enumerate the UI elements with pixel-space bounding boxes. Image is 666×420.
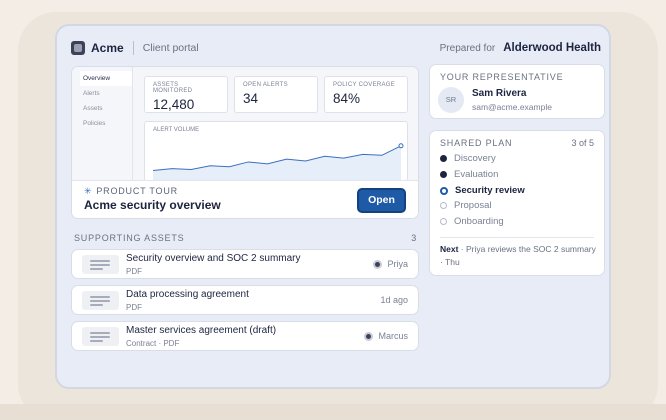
owner-avatar-icon <box>364 331 374 341</box>
supporting-assets-title: SUPPORTING ASSETS <box>74 233 185 243</box>
stage-complete-icon <box>440 155 447 162</box>
stage-complete-icon <box>440 171 447 178</box>
asset-updated: 1d ago <box>380 295 408 305</box>
plan-divider <box>440 237 594 238</box>
asset-title: Security overview and SOC 2 summary <box>126 253 301 264</box>
plan-stage-evaluation: Evaluation <box>440 169 498 180</box>
asset-type: PDF <box>126 267 142 276</box>
portal-subtitle: Client portal <box>142 42 199 54</box>
plan-stage-proposal: Proposal <box>440 200 492 211</box>
stat-policy-coverage: POLICY COVERAGE 84% <box>324 76 408 113</box>
preview-divider <box>132 67 133 180</box>
avatar: SR <box>438 87 464 113</box>
acme-logo-icon <box>71 41 85 55</box>
stage-pending-icon <box>440 202 447 209</box>
portal-window: Acme Client portal Prepared for Alderwoo… <box>55 24 611 389</box>
asset-title: Data processing agreement <box>126 289 249 300</box>
stat-open-alerts: OPEN ALERTS 34 <box>234 76 318 113</box>
next-step-label: Next <box>440 244 459 254</box>
next-step: Next · Priya reviews the SOC 2 summary ·… <box>440 243 596 269</box>
document-icon <box>82 291 119 310</box>
assets-count: 3 <box>411 233 417 243</box>
asset-meta-text: 1d ago <box>380 295 408 305</box>
preview-sidebar: Overview Alerts Assets Policies <box>80 67 132 180</box>
floor <box>0 404 666 420</box>
top-bar: Acme Client portal Prepared for Alderwoo… <box>71 38 601 58</box>
preview-nav-assets: Assets <box>83 105 103 112</box>
preview-nav-overview: Overview <box>80 71 132 86</box>
sparkline-line <box>152 145 402 171</box>
plan-stage-discovery: Discovery <box>440 153 496 164</box>
document-icon <box>82 255 119 274</box>
stat-label: POLICY COVERAGE <box>333 82 396 88</box>
stage-current-icon <box>440 186 448 195</box>
stage-label: Discovery <box>454 153 496 164</box>
alert-volume-panel: ALERT VOLUME <box>144 121 408 181</box>
asset-type: PDF <box>126 303 142 312</box>
tour-tag-label: PRODUCT TOUR <box>96 186 178 196</box>
asset-row[interactable]: Master services agreement (draft) Contra… <box>71 321 419 351</box>
stat-assets-monitored: ASSETS MONITORED 12,480 <box>144 76 228 113</box>
plan-stage-security-review: Security review <box>440 185 525 196</box>
tour-footer: ✳ PRODUCT TOUR Acme security overview Ope… <box>72 180 418 218</box>
stat-label: OPEN ALERTS <box>243 82 288 88</box>
stage-label: Evaluation <box>454 169 499 180</box>
plan-progress: 3 of 5 <box>571 138 594 148</box>
representative-email[interactable]: sam@acme.example <box>472 102 552 112</box>
asset-meta-text: Marcus <box>378 331 408 341</box>
sparkle-icon: ✳ <box>84 186 93 196</box>
tour-title: Acme security overview <box>84 198 221 212</box>
asset-owner: Marcus <box>364 331 408 341</box>
asset-row[interactable]: Security overview and SOC 2 summary PDF … <box>71 249 419 279</box>
representative-card: YOUR REPRESENTATIVE SR Sam Rivera sam@ac… <box>429 64 605 119</box>
plan-stage-onboarding: Onboarding <box>440 216 504 227</box>
client-name: Alderwood Health <box>503 42 601 54</box>
stat-value: 12,480 <box>153 97 195 112</box>
stage-pending-icon <box>440 218 447 225</box>
shared-plan-heading: SHARED PLAN <box>440 138 513 148</box>
prepared-for-label: Prepared for <box>439 42 496 54</box>
tour-preview: Overview Alerts Assets Policies ASSETS M… <box>72 67 418 181</box>
asset-meta-text: Priya <box>387 259 408 269</box>
divider <box>132 41 134 55</box>
alert-volume-label: ALERT VOLUME <box>153 127 200 133</box>
open-tour-button[interactable]: Open <box>357 188 406 213</box>
next-step-text: · Priya reviews the SOC 2 summary · Thu <box>440 244 596 267</box>
stat-value: 84% <box>333 91 361 106</box>
brand-name: Acme <box>91 41 124 55</box>
asset-owner: Priya <box>373 259 408 269</box>
supporting-assets-header: SUPPORTING ASSETS 3 <box>74 233 417 243</box>
tour-tag: ✳ PRODUCT TOUR <box>84 186 406 197</box>
asset-row[interactable]: Data processing agreement PDF 1d ago <box>71 285 419 315</box>
sparkline-last-point <box>398 143 404 149</box>
preview-nav-policies: Policies <box>83 120 106 127</box>
representative-name: Sam Rivera <box>472 88 527 99</box>
preview-nav-alerts: Alerts <box>83 90 100 97</box>
asset-type: Contract · PDF <box>126 339 180 348</box>
representative-heading: YOUR REPRESENTATIVE <box>440 72 564 82</box>
stage-label: Proposal <box>454 200 492 211</box>
alert-volume-sparkline <box>152 143 404 180</box>
document-icon <box>82 327 119 346</box>
stat-label: ASSETS MONITORED <box>153 82 193 94</box>
shared-plan-card: SHARED PLAN 3 of 5 Discovery Evaluation … <box>429 130 605 276</box>
sparkline-area <box>153 145 401 180</box>
product-tour-card[interactable]: Overview Alerts Assets Policies ASSETS M… <box>71 66 419 219</box>
asset-title: Master services agreement (draft) <box>126 325 277 336</box>
stat-value: 34 <box>243 91 259 106</box>
owner-avatar-icon <box>373 259 383 269</box>
stage-label: Onboarding <box>454 216 504 227</box>
stage-label: Security review <box>455 185 525 196</box>
